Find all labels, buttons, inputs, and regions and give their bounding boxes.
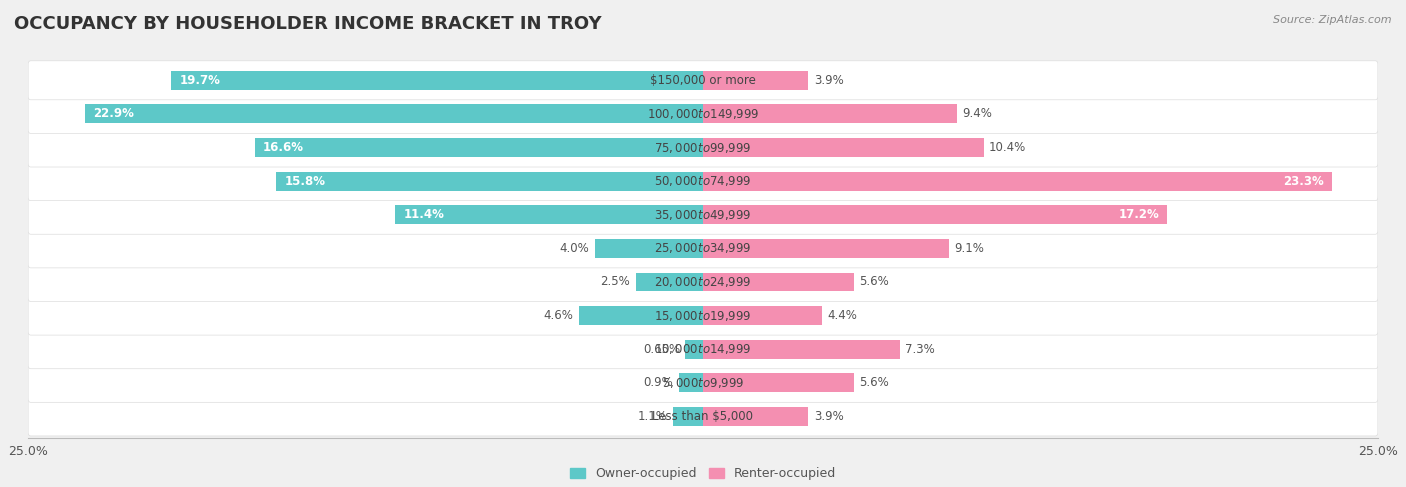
Text: $5,000 to $9,999: $5,000 to $9,999 [662, 376, 744, 390]
Text: $50,000 to $74,999: $50,000 to $74,999 [654, 174, 752, 188]
Text: 3.9%: 3.9% [814, 74, 844, 87]
Text: 23.3%: 23.3% [1284, 175, 1324, 187]
Text: 7.3%: 7.3% [905, 343, 935, 356]
FancyBboxPatch shape [28, 296, 1378, 335]
Bar [686, 340, 703, 358]
Bar [595, 239, 703, 258]
FancyBboxPatch shape [28, 330, 1378, 369]
Text: OCCUPANCY BY HOUSEHOLDER INCOME BRACKET IN TROY: OCCUPANCY BY HOUSEHOLDER INCOME BRACKET … [14, 15, 602, 33]
Bar [395, 206, 703, 224]
FancyBboxPatch shape [28, 229, 1378, 268]
FancyBboxPatch shape [28, 195, 1378, 234]
Bar [703, 273, 855, 291]
Bar [579, 306, 703, 325]
Bar [172, 71, 703, 90]
Text: 2.5%: 2.5% [600, 276, 630, 288]
Text: $20,000 to $24,999: $20,000 to $24,999 [654, 275, 752, 289]
FancyBboxPatch shape [28, 94, 1378, 133]
Bar [703, 172, 1331, 190]
FancyBboxPatch shape [28, 128, 1378, 167]
Text: $10,000 to $14,999: $10,000 to $14,999 [654, 342, 752, 356]
Text: 11.4%: 11.4% [404, 208, 444, 221]
Text: 15.8%: 15.8% [284, 175, 326, 187]
Bar [679, 374, 703, 392]
Text: $75,000 to $99,999: $75,000 to $99,999 [654, 141, 752, 154]
Legend: Owner-occupied, Renter-occupied: Owner-occupied, Renter-occupied [565, 462, 841, 485]
Text: Less than $5,000: Less than $5,000 [652, 410, 754, 423]
Text: $100,000 to $149,999: $100,000 to $149,999 [647, 107, 759, 121]
Text: 0.9%: 0.9% [644, 376, 673, 389]
Text: $25,000 to $34,999: $25,000 to $34,999 [654, 242, 752, 255]
Bar [703, 306, 821, 325]
Text: 5.6%: 5.6% [859, 376, 890, 389]
Bar [703, 105, 956, 123]
Bar [84, 105, 703, 123]
Text: $150,000 or more: $150,000 or more [650, 74, 756, 87]
Bar [703, 374, 855, 392]
FancyBboxPatch shape [28, 162, 1378, 201]
Bar [703, 407, 808, 426]
Text: 19.7%: 19.7% [180, 74, 221, 87]
Text: 10.4%: 10.4% [990, 141, 1026, 154]
Text: 16.6%: 16.6% [263, 141, 304, 154]
Text: 9.4%: 9.4% [962, 108, 993, 120]
Text: 0.65%: 0.65% [643, 343, 681, 356]
Text: 4.0%: 4.0% [560, 242, 589, 255]
Text: 5.6%: 5.6% [859, 276, 890, 288]
FancyBboxPatch shape [28, 363, 1378, 402]
FancyBboxPatch shape [28, 61, 1378, 100]
Text: 3.9%: 3.9% [814, 410, 844, 423]
Text: 9.1%: 9.1% [955, 242, 984, 255]
Text: 4.4%: 4.4% [827, 309, 858, 322]
Text: 4.6%: 4.6% [544, 309, 574, 322]
Bar [703, 340, 900, 358]
Bar [254, 138, 703, 157]
Bar [673, 407, 703, 426]
Text: 22.9%: 22.9% [93, 108, 134, 120]
Text: Source: ZipAtlas.com: Source: ZipAtlas.com [1274, 15, 1392, 25]
Bar [703, 239, 949, 258]
Text: 1.1%: 1.1% [638, 410, 668, 423]
Bar [636, 273, 703, 291]
Bar [277, 172, 703, 190]
FancyBboxPatch shape [28, 397, 1378, 436]
Text: $35,000 to $49,999: $35,000 to $49,999 [654, 208, 752, 222]
Bar [703, 138, 984, 157]
Bar [703, 206, 1167, 224]
FancyBboxPatch shape [28, 262, 1378, 301]
Text: $15,000 to $19,999: $15,000 to $19,999 [654, 309, 752, 322]
Text: 17.2%: 17.2% [1118, 208, 1159, 221]
Bar [703, 71, 808, 90]
